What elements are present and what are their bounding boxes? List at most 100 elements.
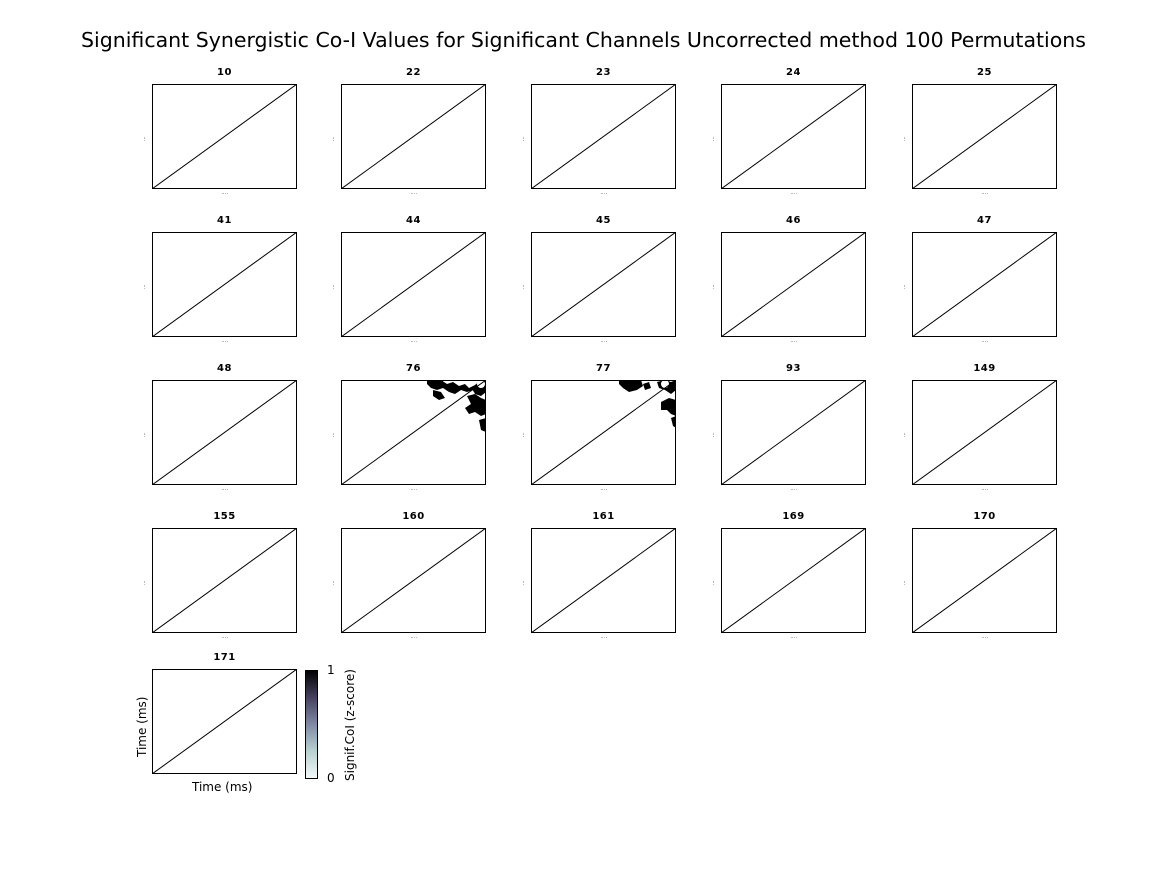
heatmap-panel-76: 76 [333,363,486,490]
significant-cluster-0 [619,380,643,392]
x-tick-mark [410,341,417,343]
x-tick-mark [410,489,417,491]
heatmap-plot [912,232,1057,337]
y-tick-mark [144,136,146,141]
heatmap-panel-170: 170 [904,511,1057,638]
heatmap-plot [152,380,297,485]
y-tick-mark [144,432,146,437]
panel-title: 46 [786,215,801,226]
heatmap-panel-46: 46 [713,215,866,342]
y-tick-mark [523,284,525,289]
heatmap-panel-25: 25 [904,67,1057,194]
colorbar-tick-max: 1 [327,663,335,677]
x-tick-mark [981,489,988,491]
heatmap-panel-171: 171 [152,652,297,774]
axes-frame [341,232,486,337]
axes-frame [341,84,486,189]
significant-cluster-4 [471,386,479,392]
heatmap-panel-10: 10 [144,67,297,194]
x-tick-mark [410,637,417,639]
diagonal-line [721,380,866,485]
panel-title: 41 [217,215,232,226]
heatmap-plot [531,380,676,485]
panel-title: 149 [973,363,996,374]
heatmap-plot [341,84,486,189]
x-tick-mark [600,193,607,195]
axes-frame [531,528,676,633]
heatmap-plot [531,232,676,337]
x-tick-mark [790,637,797,639]
heatmap-plot [341,528,486,633]
panel-title: 160 [402,511,425,522]
diagonal-line [531,84,676,189]
panel-title: 25 [977,67,992,78]
diagonal-line [152,232,297,337]
colorbar-fill [305,670,318,779]
y-tick-mark [904,284,906,289]
heatmap-panel-93: 93 [713,363,866,490]
significant-cluster-1 [433,390,445,400]
diagonal-line [531,528,676,633]
diagonal-line [912,528,1057,633]
heatmap-panel-44: 44 [333,215,486,342]
significant-cluster-0 [427,380,486,396]
y-tick-mark [144,580,146,585]
panel-title: 170 [973,511,996,522]
heatmap-panel-48: 48 [144,363,297,490]
diagonal-line [912,84,1057,189]
axes-frame [152,84,297,189]
y-tick-mark [713,580,715,585]
panel-title: 10 [217,67,232,78]
diagonal-line [341,380,486,485]
heatmap-plot [912,380,1057,485]
y-tick-mark [904,432,906,437]
panel-title: 76 [406,363,421,374]
y-tick-mark [523,136,525,141]
diagonal-line [912,380,1057,485]
axes-frame [341,380,486,485]
diagonal-line [341,528,486,633]
significant-cluster-1 [643,382,651,390]
y-axis-label: Time (ms) [135,696,149,758]
axes-frame [721,232,866,337]
x-tick-mark [410,193,417,195]
axes-frame [912,232,1057,337]
heatmap-plot [721,84,866,189]
heatmap-panel-149: 149 [904,363,1057,490]
panel-title: 24 [786,67,801,78]
axes-frame [721,528,866,633]
heatmap-panel-24: 24 [713,67,866,194]
y-tick-mark [713,432,715,437]
x-tick-mark [981,193,988,195]
heatmap-plot [531,84,676,189]
axes-frame [912,84,1057,189]
y-tick-mark [333,136,335,141]
x-tick-mark [221,489,228,491]
diagonal-line [152,669,297,774]
colorbar-gradient [305,670,318,779]
x-tick-mark [981,341,988,343]
heatmap-plot [531,528,676,633]
x-tick-mark [981,637,988,639]
diagonal-line [531,232,676,337]
axes-frame [912,528,1057,633]
diagonal-line [912,232,1057,337]
panel-title: 44 [406,215,421,226]
heatmap-plot [152,528,297,633]
significant-cluster-3 [661,398,676,416]
x-tick-mark [600,489,607,491]
axes-frame [912,380,1057,485]
y-tick-mark [713,284,715,289]
y-tick-mark [713,136,715,141]
diagonal-line [721,84,866,189]
heatmap-plot [912,528,1057,633]
y-tick-mark [904,136,906,141]
significant-cluster-3 [479,418,486,432]
y-tick-mark [333,432,335,437]
panel-title: 48 [217,363,232,374]
diagonal-line [721,528,866,633]
heatmap-plot [152,84,297,189]
heatmap-panel-169: 169 [713,511,866,638]
panel-title: 22 [406,67,421,78]
